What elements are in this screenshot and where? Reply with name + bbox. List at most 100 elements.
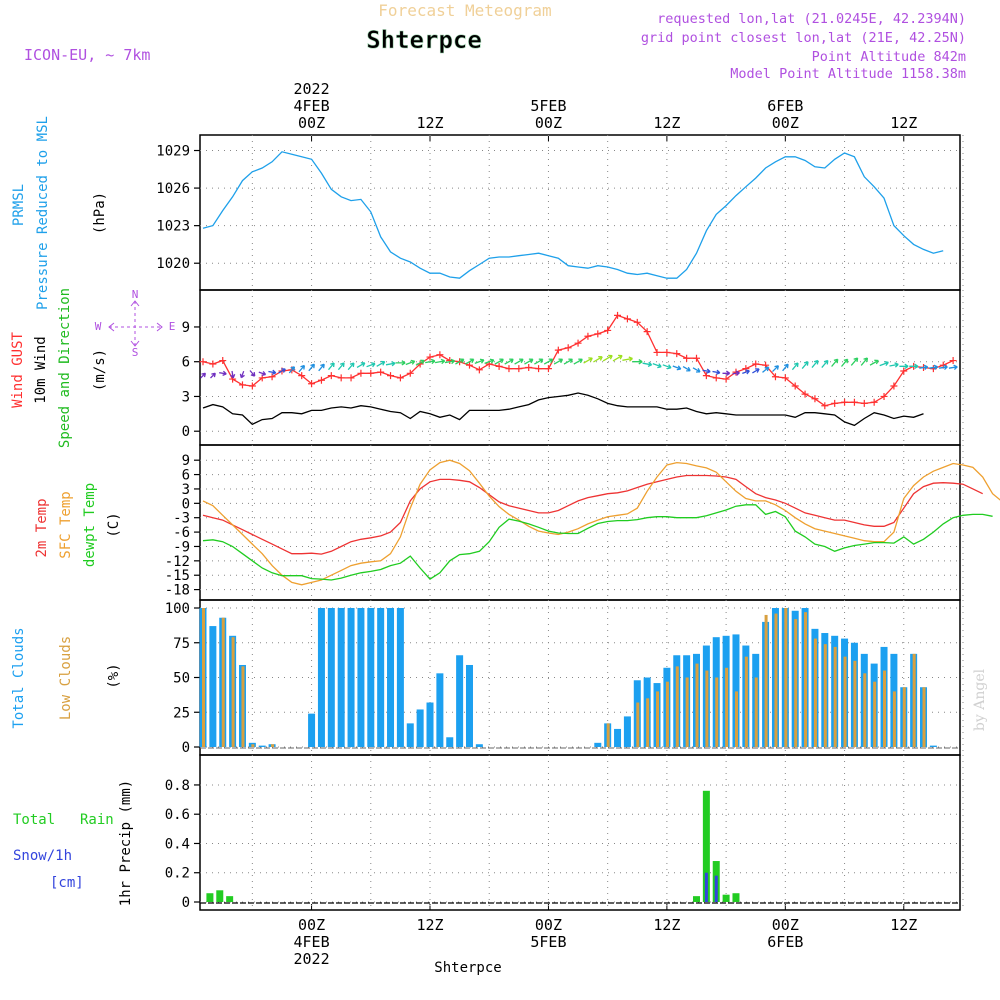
wind-direction-arrow (702, 368, 711, 374)
low-cloud-bar (705, 670, 709, 747)
wind-direction-arrow (534, 358, 544, 365)
ytick-label-wind: 9 (182, 320, 190, 336)
wind-gust-point (742, 365, 750, 373)
bottom-time-label: 2022 (294, 950, 330, 968)
ytick-label-pressure: 1020 (156, 256, 190, 272)
bottom-time-label: 4FEB (294, 933, 330, 951)
wind-gust-point (387, 372, 395, 380)
compass-s: S (132, 346, 139, 359)
low-cloud-bar (883, 670, 887, 747)
wind-gust-point (406, 369, 414, 377)
wind-direction-arrow (583, 357, 593, 364)
low-cloud-bar (804, 612, 808, 747)
wind-gust-point (791, 382, 799, 390)
ytick-label-clouds: 100 (165, 601, 190, 617)
ytick-label-wind: 0 (182, 424, 190, 440)
compass-legend: N S W E (95, 288, 176, 359)
temp-2m-line (202, 474, 983, 555)
bottom-time-label: 12Z (416, 916, 443, 934)
compass-arrow-east (156, 322, 163, 332)
wind-direction-arrow (366, 362, 376, 368)
station-title: Shterpce (366, 26, 482, 54)
wind-gust-point (673, 350, 681, 358)
top-time-label: 5FEB (530, 97, 566, 115)
wind-gust-point (890, 382, 898, 390)
wind-gust-point (702, 372, 710, 380)
low-cloud-bar (774, 613, 778, 747)
compass-arrow-north (130, 300, 140, 307)
wind-direction-arrow (692, 367, 701, 373)
low-cloud-bar (853, 660, 857, 747)
wind-direction-arrow (632, 359, 643, 365)
low-cloud-bar (902, 687, 906, 747)
temp-label-dewpt: dewpt Temp (82, 483, 98, 567)
wind-direction-arrow (415, 359, 425, 366)
low-cloud-bar (665, 681, 669, 747)
wind-direction-arrow (841, 358, 849, 367)
wind-speed-line (202, 392, 924, 427)
wind-direction-arrow (464, 358, 475, 365)
wind-direction-arrow (742, 369, 750, 375)
wind-label-unit: (m/s) (92, 349, 108, 391)
snow-bar (704, 872, 708, 902)
ytick-label-precip: 0 (182, 895, 190, 911)
wind-direction-arrow (821, 359, 829, 369)
ytick-label-pressure: 1023 (156, 219, 190, 235)
ytick-label-temp: 6 (182, 468, 190, 484)
wind-direction-arrow (612, 354, 623, 362)
top-time-label: 00Z (298, 114, 325, 132)
wind-gust-point (515, 365, 523, 373)
compass-n: N (132, 288, 139, 301)
wind-direction-arrow (210, 372, 216, 379)
wind-direction-arrow (772, 365, 780, 373)
wind-direction-arrow (929, 364, 939, 370)
clouds-label-low: Low Clouds (58, 636, 74, 720)
wind-direction-arrow (230, 370, 236, 379)
wind-gust-point (298, 372, 306, 380)
total-cloud-bar (377, 608, 385, 747)
wind-gust-point (683, 354, 691, 362)
low-cloud-bar (251, 744, 255, 747)
total-cloud-bar (929, 745, 937, 747)
precip-panel-frame (199, 754, 961, 911)
y-tick-labels: 10201023102610290369-18-15-12-9-6-303690… (156, 144, 200, 911)
wind-direction-arrow (652, 362, 662, 369)
top-time-label: 4FEB (294, 97, 330, 115)
wind-direction-arrow (288, 366, 296, 374)
wind-direction-arrow (899, 363, 909, 370)
low-cloud-bar (202, 608, 205, 747)
wind-direction-arrow (298, 364, 306, 373)
ytick-label-pressure: 1029 (156, 144, 190, 160)
snow-bar (714, 875, 718, 902)
ytick-label-precip: 0.6 (165, 807, 190, 823)
wind-gust-point (584, 332, 592, 340)
low-cloud-bar (636, 702, 640, 747)
pressure-line (202, 151, 944, 279)
wind-direction-arrow (239, 370, 245, 379)
wind-gust-point (949, 357, 957, 365)
grid-lines (200, 135, 964, 910)
ytick-label-clouds: 0 (182, 740, 190, 756)
ytick-label-temp: 0 (182, 496, 190, 512)
wind-direction-arrow (376, 360, 386, 367)
watermark: by Angel (972, 668, 988, 731)
wind-direction-arrow (682, 366, 691, 372)
wind-direction-arrow (662, 364, 672, 370)
wind-direction-arrow (494, 358, 504, 365)
low-cloud-bar (241, 666, 245, 747)
total-cloud-bar (732, 634, 740, 747)
wind-direction-arrow (622, 356, 633, 362)
temp-label-sfc: SFC Temp (58, 491, 74, 558)
ytick-label-wind: 3 (182, 389, 190, 405)
wind-direction-arrow (504, 358, 514, 365)
wind-direction-arrow (308, 363, 315, 372)
bottom-time-label: 5FEB (530, 933, 566, 951)
wind-direction-arrow (219, 370, 227, 377)
wind-direction-arrow (328, 362, 335, 371)
wind-direction-arrow (444, 358, 456, 365)
wind-gust-point (367, 369, 375, 377)
low-cloud-bar (922, 687, 926, 747)
wind-label-speed-dir: Speed and Direction (57, 288, 73, 448)
wind-gust-point (604, 326, 612, 334)
